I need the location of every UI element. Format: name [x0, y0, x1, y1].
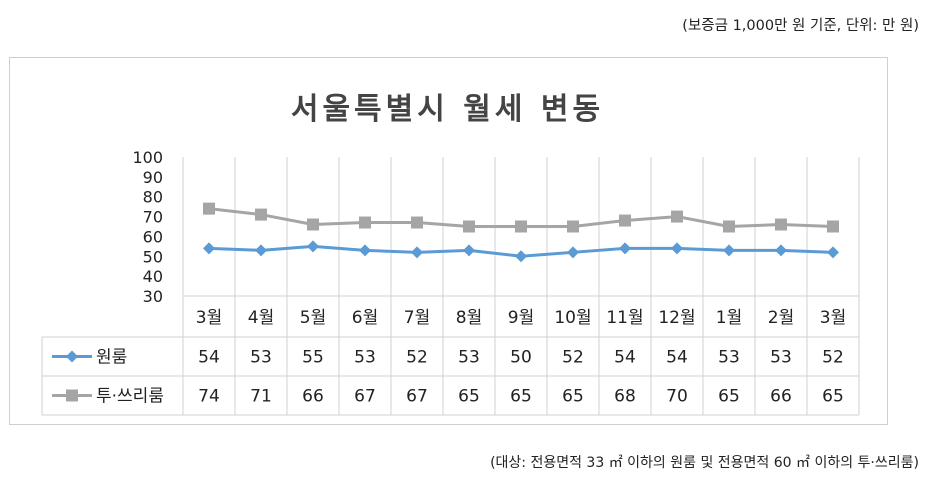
- table-cell: 68: [614, 387, 636, 407]
- x-category-label: 3월: [820, 308, 846, 328]
- x-category-label: 2월: [768, 308, 794, 328]
- x-category-label: 9월: [508, 308, 534, 328]
- table-cell: 52: [822, 348, 844, 368]
- data-point: [359, 244, 371, 257]
- data-point: [515, 220, 527, 233]
- data-point: [723, 244, 735, 257]
- table-cell: 52: [406, 348, 428, 368]
- table-cell: 54: [614, 348, 636, 368]
- table-cell: 53: [770, 348, 792, 368]
- table-cell: 70: [666, 387, 688, 407]
- x-category-label: 3월: [196, 308, 222, 328]
- y-tick-label: 80: [143, 188, 163, 207]
- table-cell: 52: [562, 348, 584, 368]
- x-category-label: 4월: [248, 308, 274, 328]
- x-category-label: 6월: [352, 308, 378, 328]
- data-point: [255, 244, 267, 257]
- table-cell: 50: [510, 348, 532, 368]
- data-point: [567, 246, 579, 259]
- table-cell: 67: [354, 387, 376, 407]
- y-tick-label: 30: [143, 287, 163, 306]
- table-cell: 55: [302, 348, 324, 368]
- data-point: [671, 210, 683, 223]
- data-point: [307, 240, 319, 253]
- y-tick-label: 40: [143, 267, 163, 286]
- data-point: [411, 246, 423, 259]
- data-point: [359, 216, 371, 229]
- data-point: [255, 208, 267, 221]
- x-category-label: 11월: [606, 308, 643, 328]
- y-tick-label: 100: [132, 148, 163, 167]
- table-cell: 65: [718, 387, 740, 407]
- table-cell: 54: [198, 348, 220, 368]
- legend-marker: [66, 389, 78, 402]
- table-cell: 53: [250, 348, 272, 368]
- table-cell: 66: [770, 387, 792, 407]
- data-point: [307, 218, 319, 231]
- legend-marker: [66, 350, 78, 363]
- data-point: [567, 220, 579, 233]
- legend-label: 투·쓰리룸: [96, 387, 164, 407]
- data-point: [203, 242, 215, 255]
- chart-frame: [9, 57, 888, 425]
- data-point: [775, 218, 787, 231]
- y-tick-label: 60: [143, 227, 163, 246]
- table-cell: 53: [718, 348, 740, 368]
- x-category-label: 8월: [456, 308, 482, 328]
- data-point: [775, 244, 787, 257]
- unit-note: (보증금 1,000만 원 기준, 단위: 만 원): [682, 18, 919, 34]
- data-point: [827, 220, 839, 233]
- table-cell: 65: [458, 387, 480, 407]
- table-cell: 74: [198, 387, 220, 407]
- legend-label: 원룸: [96, 348, 127, 368]
- data-point: [671, 242, 683, 255]
- table-cell: 53: [354, 348, 376, 368]
- table-cell: 53: [458, 348, 480, 368]
- x-category-label: 5월: [300, 308, 326, 328]
- table-cell: 65: [562, 387, 584, 407]
- y-tick-label: 90: [143, 168, 163, 187]
- target-note: (대상: 전용면적 33 ㎡ 이하의 원룸 및 전용면적 60 ㎡ 이하의 투·…: [490, 455, 919, 471]
- table-cell: 67: [406, 387, 428, 407]
- data-point: [203, 202, 215, 215]
- table-cell: 71: [250, 387, 272, 407]
- data-point: [619, 214, 631, 227]
- data-point: [463, 244, 475, 257]
- table-cell: 66: [302, 387, 324, 407]
- table-cell: 65: [822, 387, 844, 407]
- data-point: [515, 250, 527, 263]
- x-category-label: 7월: [404, 308, 430, 328]
- chart-title: 서울특별시 월세 변동: [290, 92, 605, 127]
- x-category-label: 12월: [658, 308, 695, 328]
- data-point: [619, 242, 631, 255]
- table-cell: 54: [666, 348, 688, 368]
- data-point: [723, 220, 735, 233]
- y-tick-label: 70: [143, 208, 163, 227]
- data-point: [827, 246, 839, 259]
- y-tick-label: 50: [143, 247, 163, 266]
- x-category-label: 1월: [716, 308, 742, 328]
- data-point: [463, 220, 475, 233]
- data-point: [411, 216, 423, 229]
- table-cell: 65: [510, 387, 532, 407]
- x-category-label: 10월: [554, 308, 591, 328]
